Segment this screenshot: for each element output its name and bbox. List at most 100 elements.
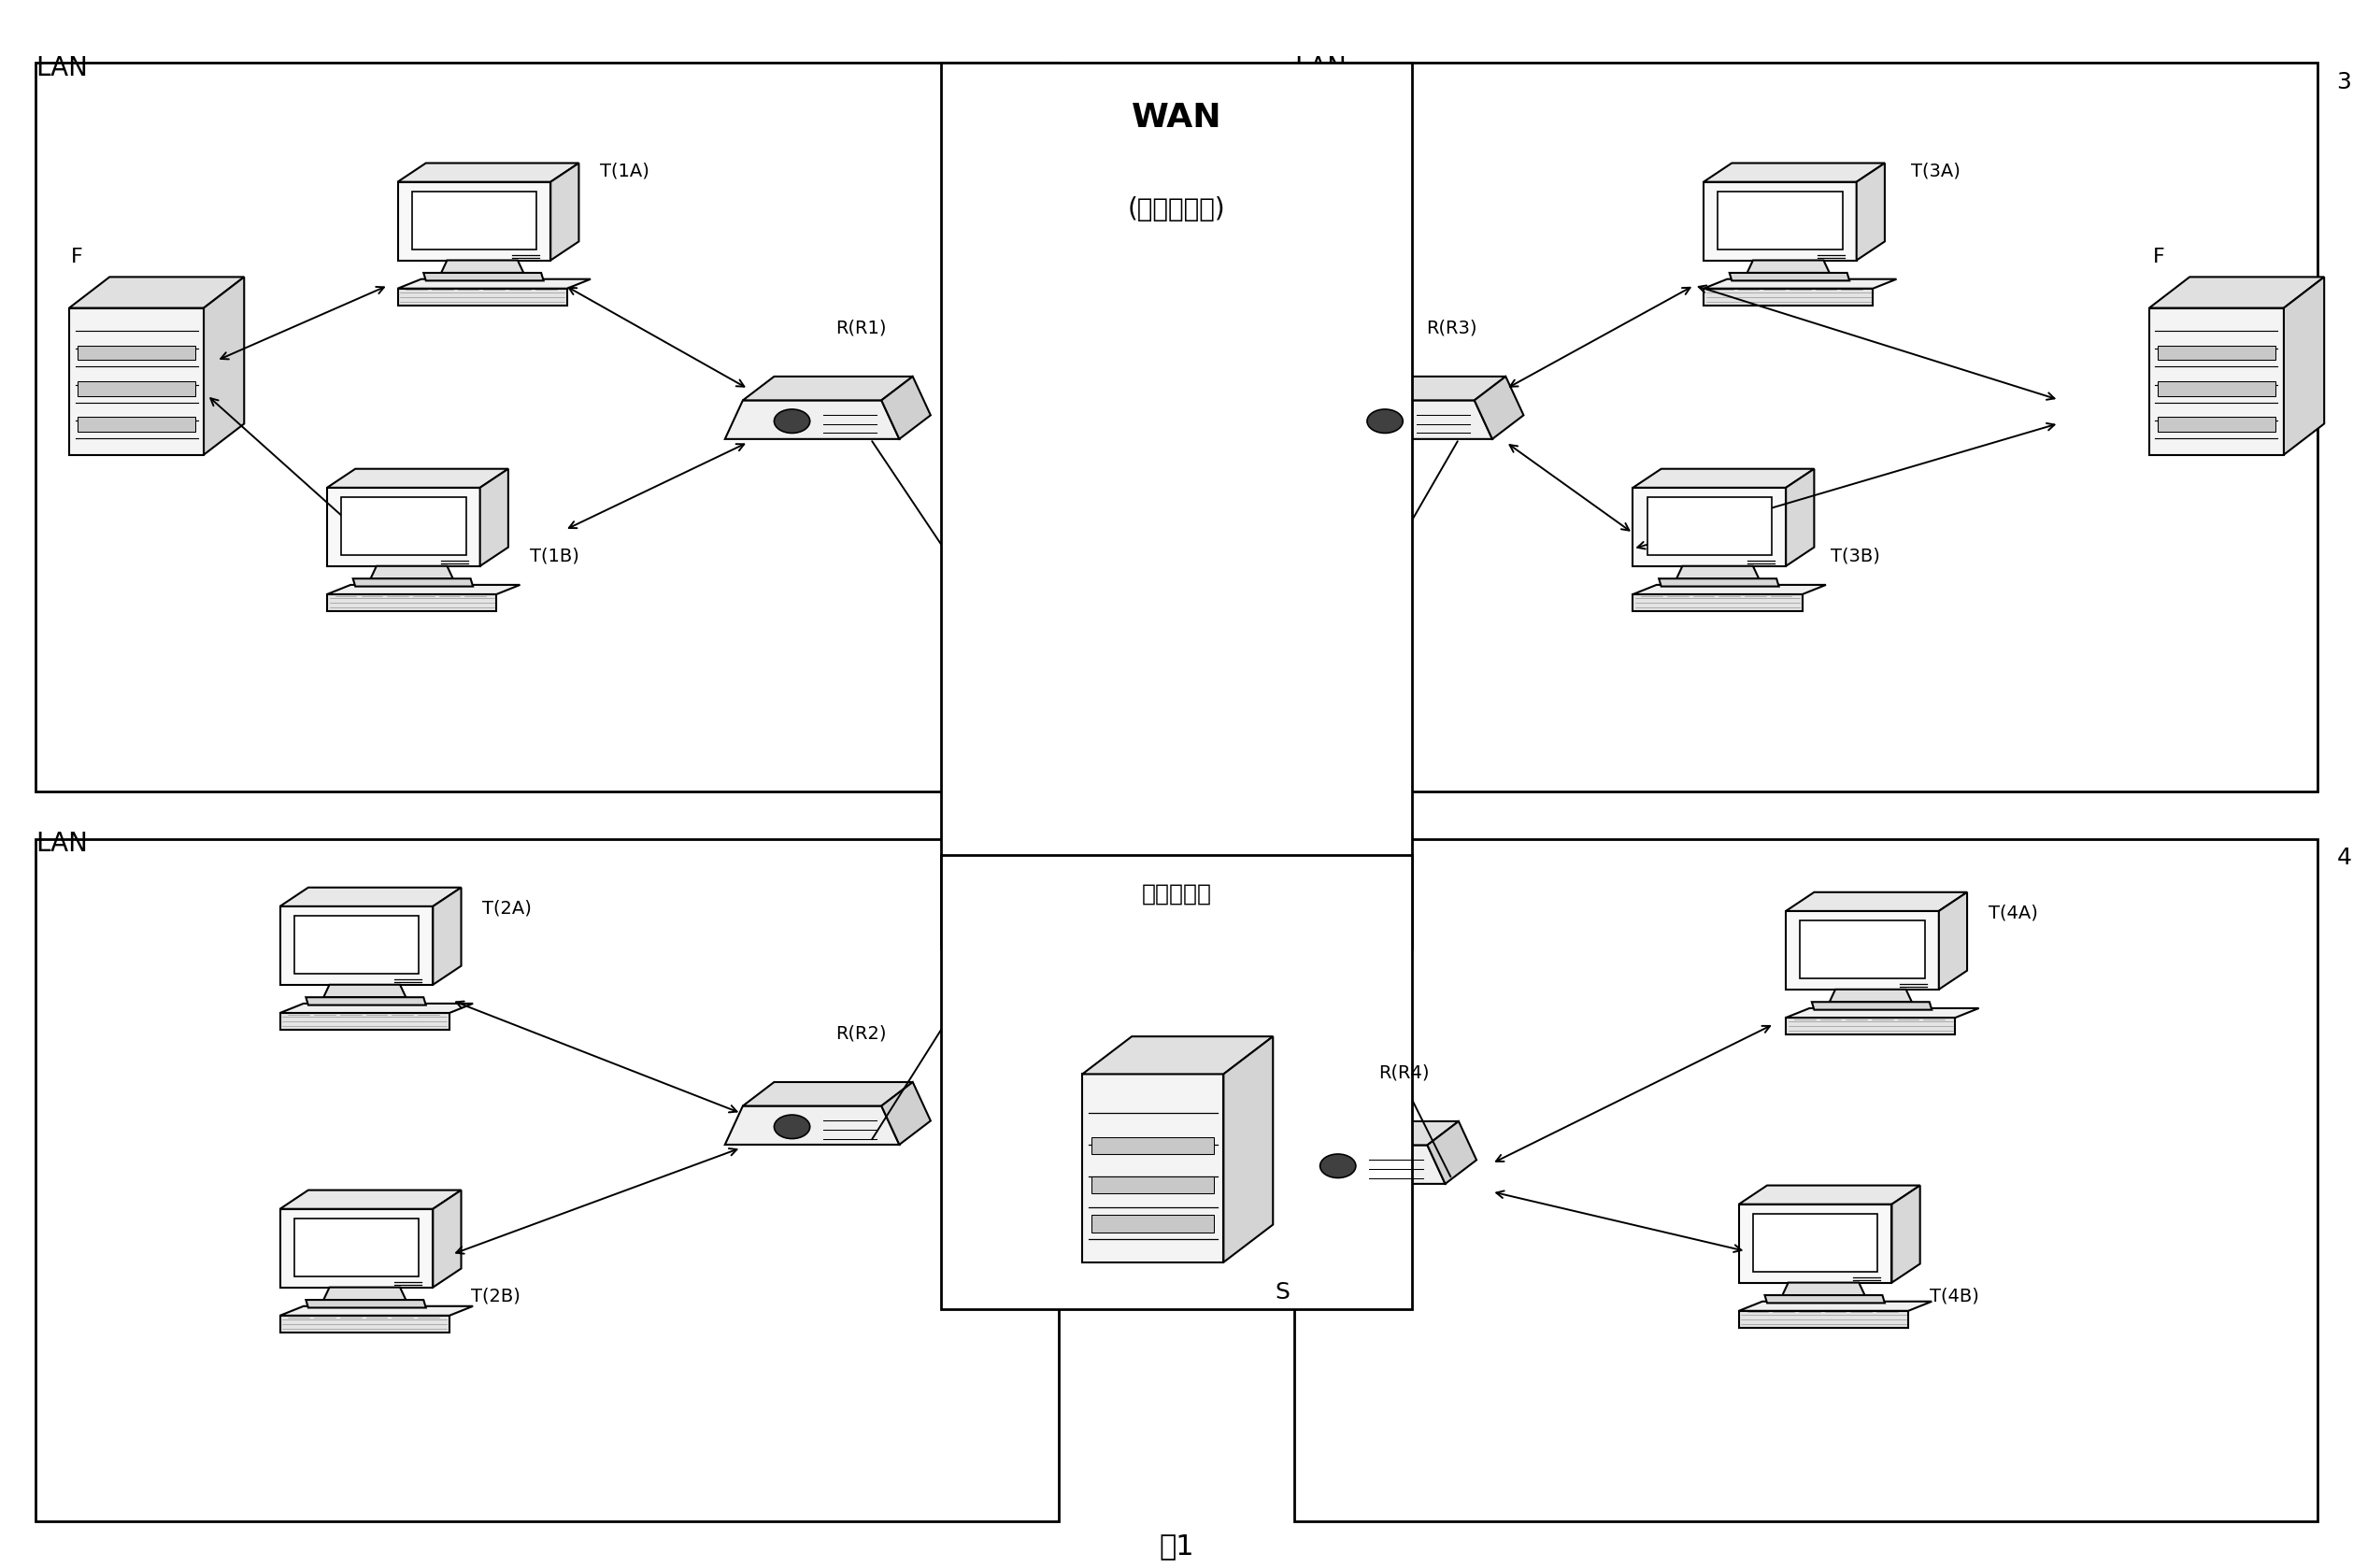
Polygon shape: [398, 279, 591, 289]
Bar: [78, 381, 195, 397]
Polygon shape: [1831, 989, 1911, 1002]
Polygon shape: [1633, 469, 1814, 488]
Polygon shape: [1647, 497, 1772, 555]
Bar: [2158, 417, 2275, 431]
Text: T(4A): T(4A): [1988, 905, 2038, 922]
Polygon shape: [1659, 579, 1779, 586]
Text: 外部服务器: 外部服务器: [1141, 883, 1212, 905]
Text: T(1A): T(1A): [600, 163, 649, 180]
Text: (国际互联网): (国际互联网): [1127, 196, 1226, 223]
Bar: [2158, 381, 2275, 397]
Polygon shape: [1729, 273, 1849, 281]
Polygon shape: [280, 1316, 449, 1333]
Text: R(R1): R(R1): [835, 320, 887, 337]
Polygon shape: [325, 1287, 405, 1300]
Text: S: S: [1275, 1281, 1289, 1303]
Polygon shape: [1337, 376, 1506, 400]
Text: WAN: WAN: [1132, 102, 1221, 133]
Polygon shape: [882, 376, 929, 439]
Polygon shape: [369, 566, 452, 579]
Polygon shape: [327, 594, 496, 612]
Polygon shape: [1633, 585, 1826, 594]
Text: 3: 3: [2337, 71, 2351, 93]
Polygon shape: [1786, 469, 1814, 566]
Bar: [941, 63, 1412, 949]
Text: R(R3): R(R3): [1426, 320, 1478, 337]
Polygon shape: [882, 1082, 929, 1145]
Polygon shape: [1082, 1036, 1273, 1074]
Polygon shape: [1289, 1121, 1459, 1145]
Text: F: F: [71, 248, 82, 267]
Polygon shape: [327, 469, 508, 488]
Polygon shape: [433, 887, 461, 985]
Circle shape: [774, 409, 809, 433]
Polygon shape: [398, 289, 567, 306]
Polygon shape: [280, 887, 461, 906]
Polygon shape: [1633, 488, 1786, 566]
Text: R(R2): R(R2): [835, 1025, 887, 1043]
Text: T(3A): T(3A): [1911, 163, 1960, 180]
Polygon shape: [1271, 1145, 1445, 1184]
Polygon shape: [412, 191, 536, 249]
Polygon shape: [280, 1004, 473, 1013]
Polygon shape: [1704, 279, 1897, 289]
Polygon shape: [1224, 1036, 1273, 1262]
Polygon shape: [1082, 1074, 1224, 1262]
Polygon shape: [1704, 182, 1857, 260]
Text: T(3B): T(3B): [1831, 547, 1880, 564]
Polygon shape: [280, 1209, 433, 1287]
Polygon shape: [1739, 1301, 1932, 1311]
Polygon shape: [1786, 1018, 1955, 1035]
Circle shape: [1320, 1154, 1355, 1178]
Bar: [78, 345, 195, 361]
Polygon shape: [398, 182, 551, 260]
Polygon shape: [1704, 289, 1873, 306]
Text: F: F: [2153, 248, 2165, 267]
Polygon shape: [1718, 191, 1842, 249]
Polygon shape: [1786, 1008, 1979, 1018]
Polygon shape: [68, 278, 245, 307]
Polygon shape: [1784, 1283, 1864, 1295]
Polygon shape: [1939, 892, 1967, 989]
Polygon shape: [1800, 920, 1925, 978]
Polygon shape: [1704, 163, 1885, 182]
Polygon shape: [1739, 1311, 1908, 1328]
Polygon shape: [280, 906, 433, 985]
Polygon shape: [1746, 260, 1828, 273]
Polygon shape: [327, 585, 520, 594]
Polygon shape: [725, 400, 899, 439]
Polygon shape: [325, 985, 405, 997]
Bar: [2158, 345, 2275, 361]
Polygon shape: [1857, 163, 1885, 260]
Bar: [941, 855, 1412, 1309]
Text: T(2A): T(2A): [482, 900, 532, 917]
Circle shape: [774, 1115, 809, 1138]
Polygon shape: [280, 1306, 473, 1316]
Polygon shape: [280, 1013, 449, 1030]
Polygon shape: [327, 488, 480, 566]
Polygon shape: [1475, 376, 1525, 439]
Text: R(R4): R(R4): [1379, 1065, 1431, 1082]
Polygon shape: [398, 163, 579, 182]
Polygon shape: [744, 1082, 913, 1105]
Polygon shape: [442, 260, 522, 273]
Polygon shape: [551, 163, 579, 260]
Polygon shape: [68, 307, 205, 455]
Bar: [35, 839, 1059, 1521]
Polygon shape: [1892, 1185, 1920, 1283]
Polygon shape: [1812, 1002, 1932, 1010]
Polygon shape: [2148, 307, 2285, 455]
Polygon shape: [433, 1190, 461, 1287]
Polygon shape: [480, 469, 508, 566]
Text: T(2B): T(2B): [471, 1287, 520, 1305]
Polygon shape: [294, 916, 419, 974]
Bar: [1092, 1176, 1214, 1193]
Polygon shape: [341, 497, 466, 555]
Bar: [1294, 839, 2318, 1521]
Bar: [35, 63, 1059, 792]
Polygon shape: [1633, 594, 1802, 612]
Polygon shape: [306, 997, 426, 1005]
Bar: [78, 417, 195, 431]
Polygon shape: [424, 273, 544, 281]
Polygon shape: [1318, 400, 1492, 439]
